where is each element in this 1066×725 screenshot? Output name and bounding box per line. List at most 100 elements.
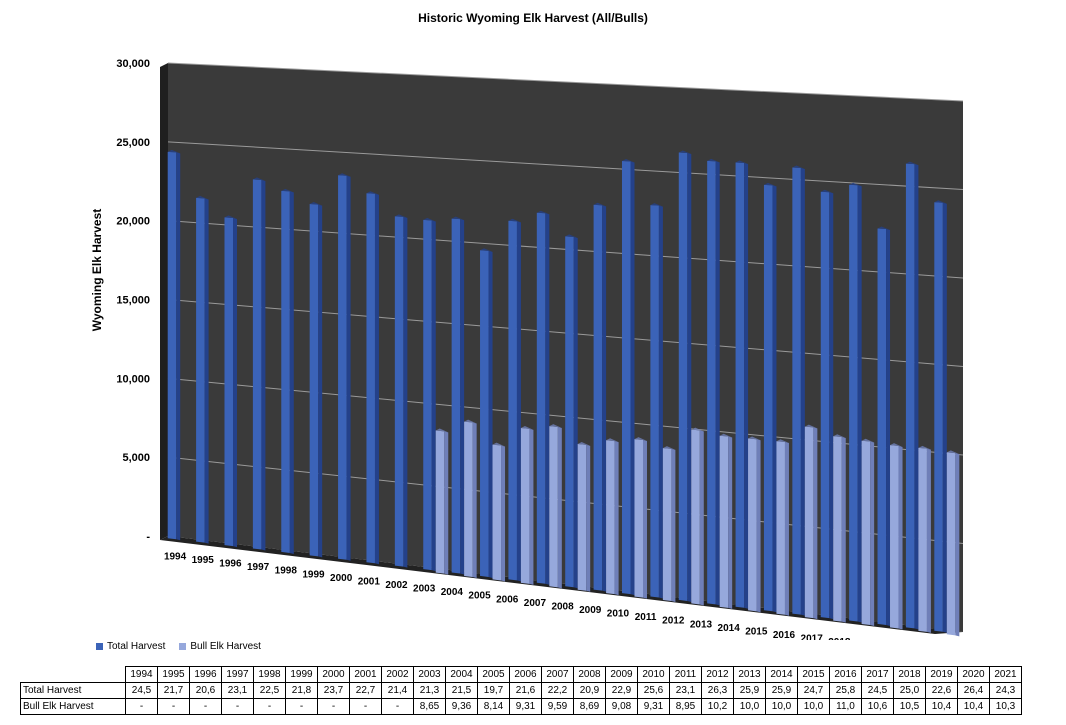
table-bull-cell: 10,0 — [733, 698, 766, 715]
table-total-cell: 22,7 — [349, 682, 382, 699]
bar-bull-2018 — [861, 438, 875, 627]
legend: Total Harvest Bull Elk Harvest — [96, 641, 261, 652]
table-bull-cell: - — [189, 698, 222, 715]
bar-bull-2003 — [435, 428, 449, 575]
table-total-cell: 26,3 — [701, 682, 734, 699]
table-bull-cell: - — [285, 698, 318, 715]
table-year-cell: 2008 — [573, 666, 606, 683]
legend-swatch-bull — [179, 643, 187, 650]
bar-bull-2013 — [719, 433, 733, 609]
bar-bull-2019 — [890, 443, 903, 630]
x-tick-label: 2003 — [413, 584, 436, 595]
table-total-cell: 26,4 — [957, 682, 990, 699]
table-year-cell: 2003 — [413, 666, 446, 683]
bar-total-2013 — [707, 158, 720, 606]
x-tick-label: 2004 — [441, 587, 464, 598]
table-year-cell: 2002 — [381, 666, 414, 683]
table-year-cell: 2004 — [445, 666, 478, 683]
bar-total-2002 — [394, 214, 408, 568]
y-tick-label: 10,000 — [116, 373, 150, 385]
table-row-label-bull: Bull Elk Harvest — [20, 698, 126, 715]
x-tick-label: 2017 — [801, 634, 824, 640]
x-tick-label: 2012 — [662, 616, 685, 627]
legend-swatch-total — [96, 643, 103, 650]
table-corner — [21, 667, 126, 683]
x-tick-label: 2005 — [468, 591, 491, 602]
x-tick-label: 1998 — [275, 566, 298, 577]
legend-item-total: Total Harvest — [96, 641, 165, 652]
bar-total-1996 — [224, 215, 238, 548]
table-total-cell: 22,5 — [253, 682, 286, 699]
bar-total-2010 — [621, 159, 635, 596]
y-axis-label: Wyoming Elk Harvest — [90, 209, 104, 331]
bar-total-2015 — [763, 182, 777, 613]
bar-bull-2009 — [606, 438, 619, 596]
bar-total-2000 — [338, 173, 351, 561]
table-year-cell: 2013 — [733, 666, 766, 683]
table-total-cell: 22,6 — [925, 682, 958, 699]
table-bull-cell: 8,65 — [413, 698, 446, 715]
table-bull-cell: 10,0 — [765, 698, 798, 715]
bar-total-2006 — [508, 218, 521, 582]
table-year-cell: 2006 — [509, 666, 542, 683]
bar-total-2016 — [792, 165, 805, 616]
bar-bull-2021 — [946, 450, 960, 637]
table-bull-cell: 11,0 — [829, 698, 862, 715]
table-year-cell: 2001 — [349, 666, 382, 683]
bar-total-2020 — [905, 161, 919, 630]
x-tick-label: 1996 — [219, 559, 242, 570]
table-bull-cell: 8,14 — [477, 698, 510, 715]
table-header-row: 1994 1995 1996 1997 1998 1999 2000 2001 2002 2003… — [21, 666, 1022, 683]
bar-total-2019 — [877, 226, 891, 626]
table-total-cell: 25,9 — [765, 682, 798, 699]
x-tick-label: 2018 — [828, 637, 851, 640]
plot-side-wall — [160, 63, 168, 540]
y-tick-label: 20,000 — [116, 216, 150, 228]
table-bull-cell: - — [381, 698, 414, 715]
table-total-cell: 23,1 — [669, 682, 702, 699]
table-bull-cell: 10,5 — [893, 698, 926, 715]
table-total-cell: 19,7 — [477, 682, 510, 699]
bar-total-2001 — [366, 191, 379, 565]
bar-total-1995 — [196, 195, 209, 544]
bar-total-1999 — [309, 202, 323, 558]
bar-bull-2007 — [549, 424, 562, 589]
table-year-cell: 2005 — [477, 666, 510, 683]
x-tick-label: 1994 — [164, 551, 187, 562]
chart-title: Historic Wyoming Elk Harvest (All/Bulls) — [418, 11, 648, 25]
table-bull-cell: - — [349, 698, 382, 715]
table-total-cell: 20,6 — [189, 682, 222, 699]
table-year-cell: 2020 — [957, 666, 990, 683]
x-tick-label: 2007 — [524, 598, 547, 609]
table-year-cell: 1995 — [157, 666, 190, 683]
table-bull-cell: 10,6 — [861, 698, 894, 715]
table-bull-cell: 10,2 — [701, 698, 734, 715]
table-total-cell: 21,5 — [445, 682, 478, 699]
bar-total-2009 — [593, 202, 607, 592]
table-total-cell: 24,3 — [989, 682, 1022, 699]
table-bull-cell: 9,36 — [445, 698, 478, 715]
bar-bull-2010 — [634, 437, 647, 599]
table-bull-cell: - — [125, 698, 158, 715]
table-row-bull: Bull Elk Harvest - - - - - - - - -8,65 9,36 8,14 9,3… — [20, 698, 1022, 715]
table-year-cell: 2016 — [829, 666, 862, 683]
table-year-cell: 2000 — [317, 666, 350, 683]
table-total-cell: 23,7 — [317, 682, 350, 699]
x-tick-label: 2000 — [330, 573, 353, 584]
bar-bull-2005 — [492, 442, 506, 582]
table-year-cell: 2017 — [861, 666, 894, 683]
table-year-cell: 2007 — [541, 666, 574, 683]
table-year-cell: 2015 — [797, 666, 830, 683]
x-tick-label: 2010 — [607, 609, 630, 620]
table-total-cell: 21,6 — [509, 682, 542, 699]
x-tick-label: 2015 — [745, 626, 768, 637]
table-bull-cell: 8,95 — [669, 698, 702, 715]
x-tick-label: 2014 — [718, 623, 741, 634]
y-tick-label: 5,000 — [122, 452, 150, 464]
bar-total-2007 — [536, 210, 550, 585]
table-row-total: Total Harvest 24,5 21,7 20,6 23,1 22,5 21,8 23,… — [20, 682, 1022, 699]
table-total-cell: 25,9 — [733, 682, 766, 699]
x-tick-label: 1997 — [247, 562, 270, 573]
bar-total-2011 — [650, 203, 663, 599]
table-total-cell: 23,1 — [221, 682, 254, 699]
